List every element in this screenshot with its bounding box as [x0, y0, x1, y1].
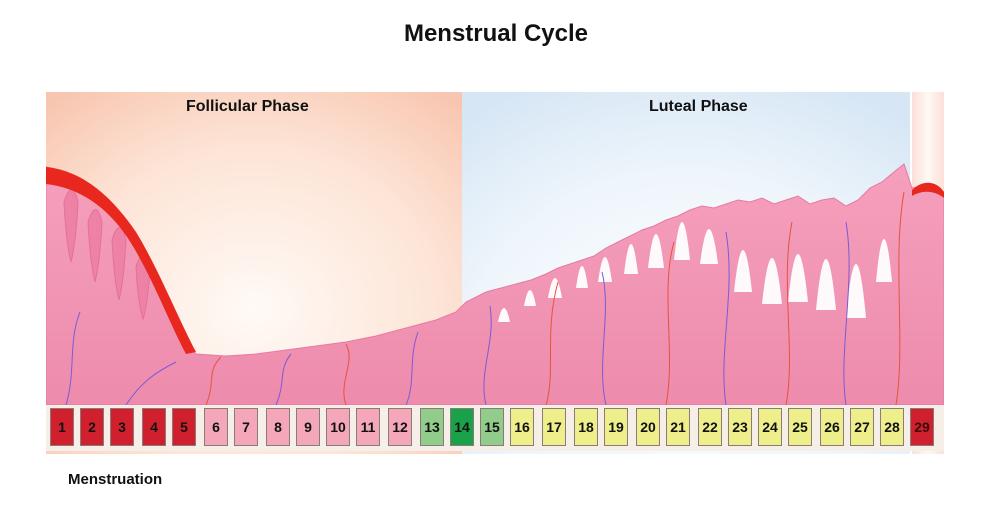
menstruation-label: Menstruation: [68, 471, 163, 488]
day-9: 9: [296, 408, 320, 446]
day-19: 19: [604, 408, 628, 446]
day-22: 22: [698, 408, 722, 446]
day-13: 13: [420, 408, 444, 446]
day-10: 10: [326, 408, 350, 446]
day-21: 21: [666, 408, 690, 446]
day-8: 8: [266, 408, 290, 446]
follicular-glands: [63, 189, 151, 321]
day-14: 14: [450, 408, 474, 446]
day-18: 18: [574, 408, 598, 446]
shedding-blood-end: [912, 182, 944, 198]
diagram-title: Menstrual Cycle: [403, 20, 589, 47]
endometrium-illustration: [46, 92, 944, 454]
day-23: 23: [728, 408, 752, 446]
cycle-day-row: 1 2 3 4 5 6 7 8 9 10 11 12 13 14 15 16 17 18 19 20 21 22 23 24 2…: [46, 405, 944, 451]
day-24: 24: [758, 408, 782, 446]
day-4: 4: [142, 408, 166, 446]
luteal-phase-label: Luteal Phase: [649, 98, 748, 115]
day-11: 11: [356, 408, 380, 446]
day-17: 17: [542, 408, 566, 446]
day-25: 25: [788, 408, 812, 446]
day-16: 16: [510, 408, 534, 446]
day-29: 29: [910, 408, 934, 446]
day-7: 7: [234, 408, 258, 446]
day-5: 5: [172, 408, 196, 446]
day-3: 3: [110, 408, 134, 446]
gland-gaps: [498, 222, 892, 322]
day-12: 12: [388, 408, 412, 446]
follicular-phase-label: Follicular Phase: [186, 98, 309, 115]
day-1: 1: [50, 408, 74, 446]
day-15: 15: [480, 408, 504, 446]
blood-vessels: [65, 191, 905, 406]
day-6: 6: [204, 408, 228, 446]
day-26: 26: [820, 408, 844, 446]
day-28: 28: [880, 408, 904, 446]
day-27: 27: [850, 408, 874, 446]
shedding-blood-layer: [46, 167, 196, 354]
day-2: 2: [80, 408, 104, 446]
day-20: 20: [636, 408, 660, 446]
